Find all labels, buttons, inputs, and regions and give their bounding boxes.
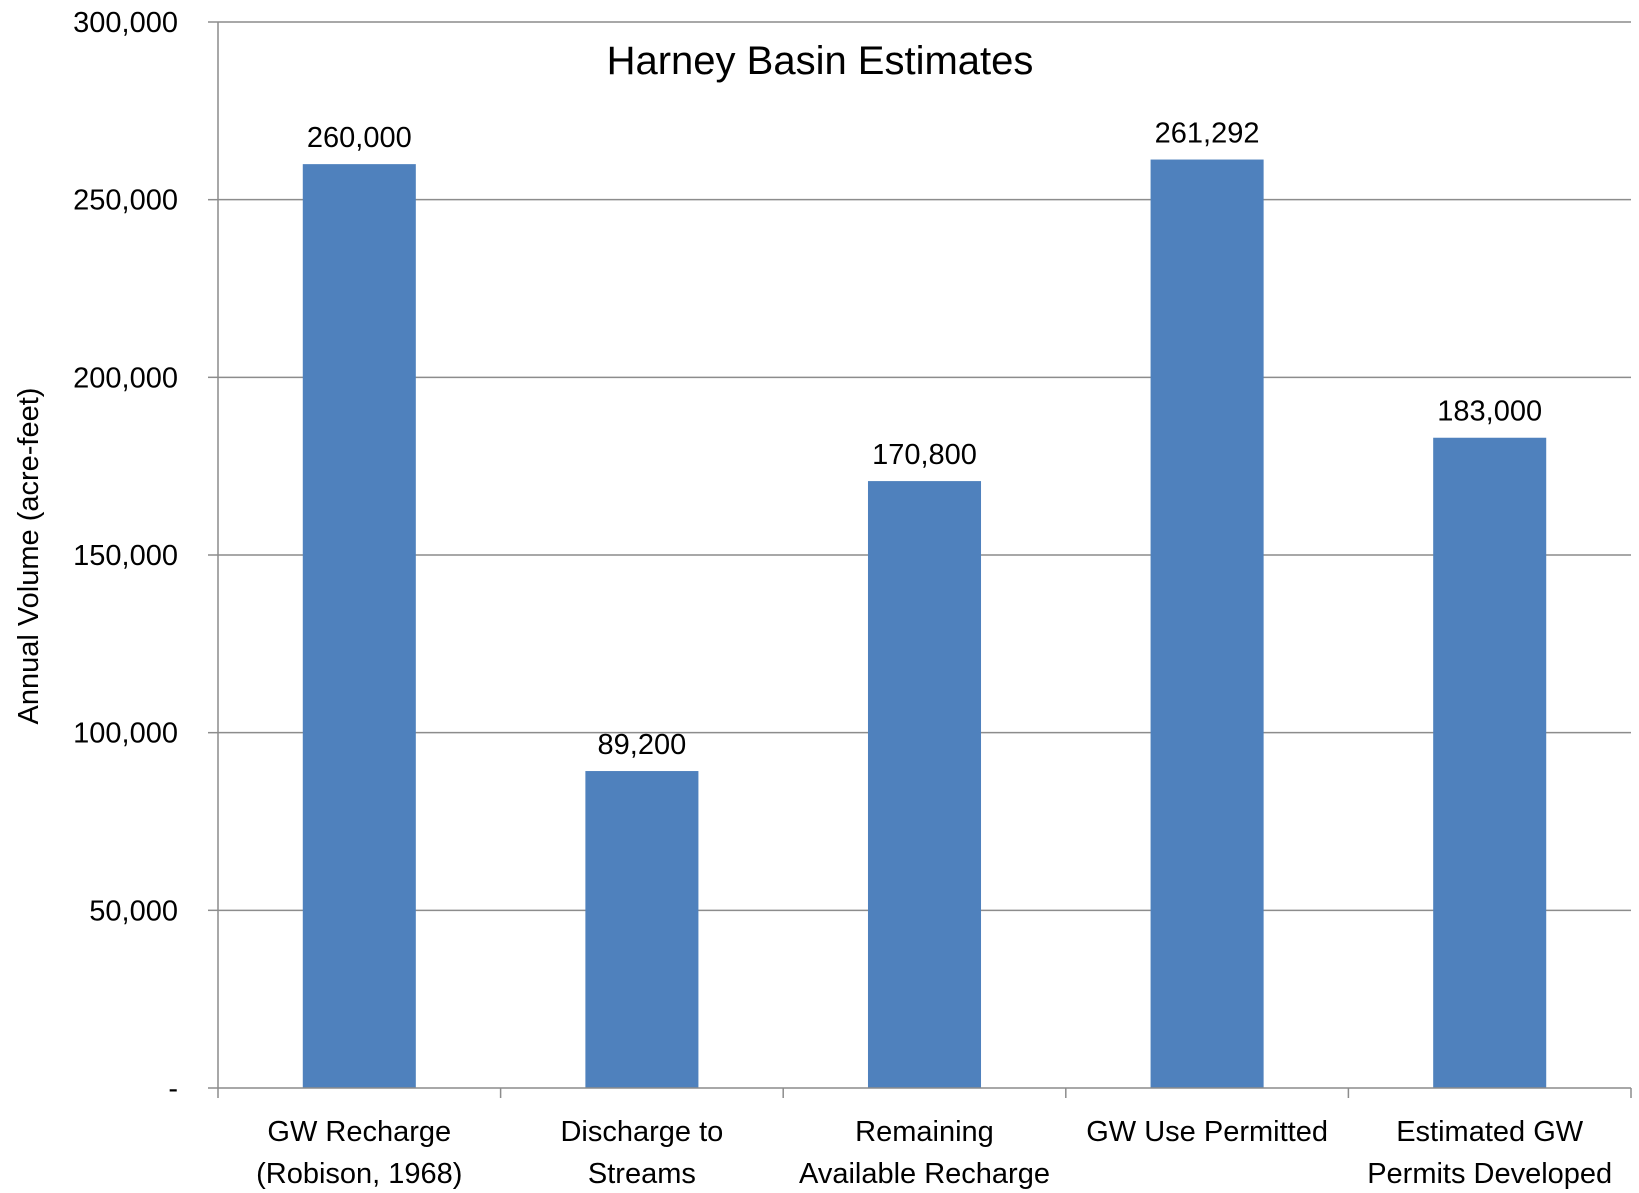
category-label: Streams: [588, 1158, 696, 1190]
category-label: Remaining: [855, 1116, 994, 1148]
bar: [1433, 437, 1547, 1088]
y-tick-label: -: [168, 1073, 178, 1105]
axes: [208, 21, 1632, 1098]
y-tick-label: 150,000: [73, 540, 178, 572]
y-tick-label: 300,000: [73, 7, 178, 39]
y-tick-label: 200,000: [73, 362, 178, 394]
category-label: Permits Developed: [1367, 1158, 1612, 1190]
category-label: Available Recharge: [799, 1158, 1050, 1190]
bar: [302, 164, 416, 1089]
bars: [302, 159, 1547, 1089]
category-label: Estimated GW: [1396, 1116, 1584, 1148]
y-tick-label: 250,000: [73, 185, 178, 217]
y-axis-title: Annual Volume (acre-feet): [13, 388, 45, 725]
y-tick-label: 100,000: [73, 718, 178, 750]
category-label: GW Use Permitted: [1086, 1116, 1328, 1148]
category-label: (Robison, 1968): [256, 1158, 462, 1190]
category-label: Discharge to: [560, 1116, 723, 1148]
bar: [585, 771, 699, 1088]
data-label: 183,000: [1437, 396, 1542, 428]
chart-title: Harney Basin Estimates: [607, 39, 1034, 83]
bar: [867, 481, 982, 1088]
labels: - 50,000 100,000 150,000 200,000 250,000 300,0…: [73, 7, 1612, 1190]
bar: [1150, 159, 1264, 1088]
y-tick-label: 50,000: [89, 895, 178, 927]
category-label: GW Recharge: [267, 1116, 451, 1148]
data-label: 260,000: [307, 122, 412, 154]
data-label: 170,800: [872, 439, 977, 471]
data-label: 261,292: [1155, 118, 1260, 150]
data-label: 89,200: [598, 729, 687, 761]
